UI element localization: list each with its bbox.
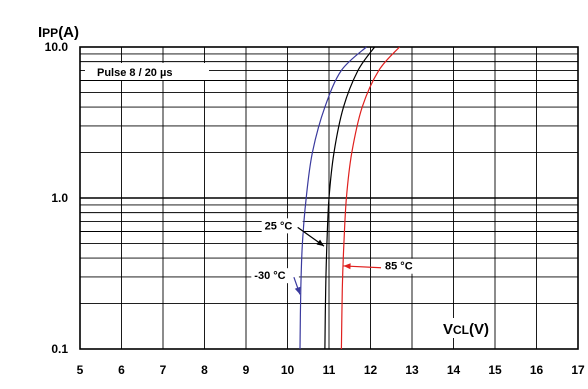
annotation-label-bg xyxy=(261,218,303,234)
annotation-label: 25 °C xyxy=(265,220,293,232)
x-title-box xyxy=(440,318,494,338)
y-axis-title: IPP(A) xyxy=(38,24,79,41)
y-axis-title-sub: PP xyxy=(42,26,58,40)
x-tick-label: 17 xyxy=(571,363,585,377)
y-tick-labels: 0.1 1.0 10.0 xyxy=(45,40,69,356)
x-tick-label: 10 xyxy=(281,363,295,377)
x-axis-title: VCL(V) xyxy=(443,321,489,338)
note-label: Pulse 8 / 20 µs xyxy=(97,67,172,79)
x-tick-label: 12 xyxy=(364,363,378,377)
y-tick-label: 1.0 xyxy=(51,191,68,205)
x-tick-label: 6 xyxy=(118,363,125,377)
y-tick-label: 0.1 xyxy=(51,342,68,356)
x-tick-label: 16 xyxy=(530,363,544,377)
annotation-label-bg xyxy=(251,268,299,284)
x-tick-labels: 5 6 7 8 9 10 11 12 13 14 15 16 17 xyxy=(77,363,585,377)
x-axis-title-main: V xyxy=(443,321,453,338)
annotation-label: 85 °C xyxy=(385,261,413,273)
note-box xyxy=(85,63,209,80)
x-tick-label: 11 xyxy=(323,363,336,377)
series-line xyxy=(299,46,367,350)
x-tick-label: 15 xyxy=(488,363,502,377)
curves xyxy=(299,46,400,350)
y-tick-label: 10.0 xyxy=(45,40,69,54)
annotations: 25 °C -30 °C 85 °C xyxy=(251,218,424,295)
x-tick-label: 14 xyxy=(447,363,461,377)
annotation-arrowhead xyxy=(294,286,301,295)
y-axis-title-main: I xyxy=(38,24,42,41)
annotation-label-bg xyxy=(382,258,424,274)
annotation-arrowhead xyxy=(343,263,351,270)
x-tick-label: 9 xyxy=(243,363,250,377)
y-axis-title-unit: (A) xyxy=(58,24,79,41)
x-tick-label: 13 xyxy=(405,363,419,377)
series-line xyxy=(340,46,400,350)
x-axis-title-sub: CL xyxy=(453,323,469,337)
annotation-label: -30 °C xyxy=(254,270,285,282)
x-tick-label: 8 xyxy=(201,363,208,377)
x-tick-label: 5 xyxy=(77,363,84,377)
x-axis-title-unit: (V) xyxy=(469,321,489,338)
series-line xyxy=(324,46,376,350)
x-tick-label: 7 xyxy=(160,363,167,377)
plot-frame xyxy=(79,46,579,350)
annotation-arrowhead xyxy=(316,239,325,247)
